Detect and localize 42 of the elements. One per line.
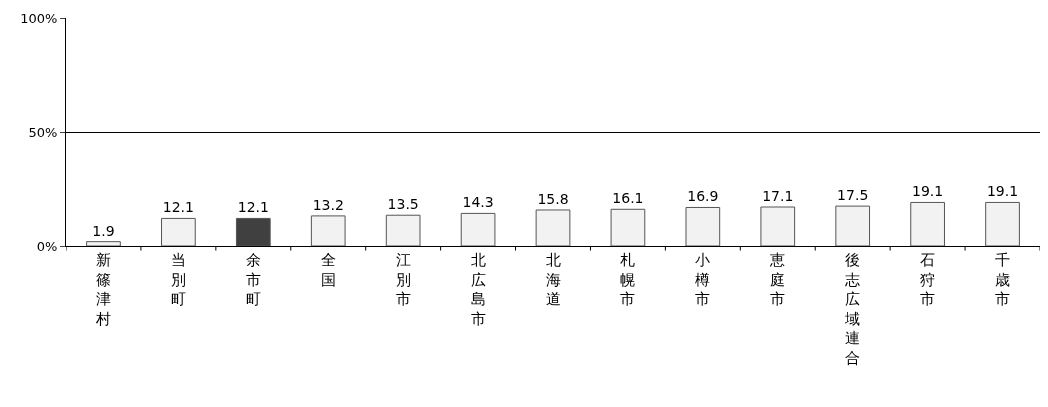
bar bbox=[310, 215, 346, 246]
bar bbox=[685, 206, 721, 246]
x-tick-label: 余市町 bbox=[245, 251, 261, 308]
x-tick-label: 後志広域連合 bbox=[844, 251, 861, 367]
x-tick-label: 札幌市 bbox=[620, 251, 636, 308]
x-tick-label: 北海道 bbox=[545, 251, 561, 308]
data-label: 17.5 bbox=[837, 187, 869, 204]
x-tick-label: 千歳市 bbox=[995, 251, 1011, 308]
bar bbox=[235, 217, 271, 246]
bar bbox=[86, 241, 121, 246]
x-tick-label: 恵庭市 bbox=[769, 251, 786, 308]
x-tick-label: 小樽市 bbox=[695, 251, 711, 308]
bar bbox=[610, 208, 646, 246]
data-label: 1.9 bbox=[92, 222, 115, 239]
data-label: 14.3 bbox=[462, 194, 494, 211]
bar bbox=[385, 214, 421, 246]
bar bbox=[985, 201, 1020, 246]
x-tick-label: 当別町 bbox=[170, 251, 186, 308]
bar bbox=[910, 201, 945, 246]
bar bbox=[760, 206, 796, 246]
bar bbox=[535, 209, 571, 246]
data-label: 19.1 bbox=[986, 183, 1019, 200]
x-tick-label: 石狩市 bbox=[920, 251, 936, 308]
y-tick-label: 0% bbox=[36, 238, 58, 254]
data-label: 12.1 bbox=[237, 199, 269, 216]
y-tick-label: 50% bbox=[28, 124, 58, 140]
data-label: 12.1 bbox=[162, 199, 194, 216]
data-label: 16.1 bbox=[612, 190, 644, 207]
bar bbox=[460, 212, 496, 246]
data-label: 16.9 bbox=[687, 188, 719, 205]
data-label: 17.1 bbox=[762, 188, 794, 205]
data-label: 13.2 bbox=[312, 196, 344, 213]
x-tick-label: 北広島市 bbox=[470, 251, 486, 328]
x-tick-label: 新篠津村 bbox=[94, 251, 111, 328]
data-label: 19.1 bbox=[912, 183, 944, 200]
x-tick-label: 江別市 bbox=[395, 251, 411, 308]
bar bbox=[835, 205, 871, 246]
bar bbox=[161, 217, 196, 246]
x-tick-label: 全国 bbox=[320, 251, 336, 289]
data-label: 15.8 bbox=[537, 190, 569, 207]
y-tick-label: 100% bbox=[20, 10, 58, 26]
data-label: 13.5 bbox=[387, 196, 419, 213]
